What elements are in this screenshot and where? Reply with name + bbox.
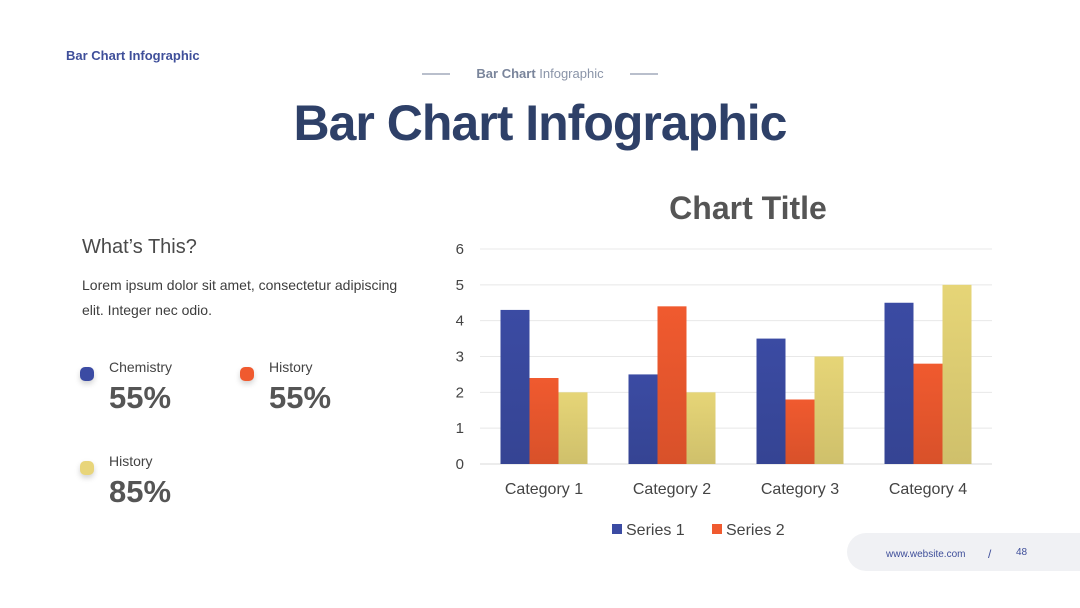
x-tick-label: Category 3 <box>761 481 839 498</box>
info-heading: What’s This? <box>82 236 197 258</box>
bar <box>686 392 716 464</box>
info-body: Lorem ipsum dolor sit amet, consectetur … <box>82 277 398 318</box>
stat-label: History <box>109 453 153 469</box>
subtitle-rest: Infographic <box>535 66 604 81</box>
bar <box>942 284 972 464</box>
stat-dot <box>80 367 94 381</box>
bar <box>657 306 687 464</box>
subtitle-rule-right <box>629 72 658 75</box>
subtitle: Bar Chart Infographic <box>0 66 1080 81</box>
bar <box>500 309 530 464</box>
bar-chart: Chart Title 0 1 2 3 4 5 6 Category 1 Category 2 Ca… <box>456 190 992 539</box>
stat-value: 55% <box>269 380 332 415</box>
bar <box>628 374 658 464</box>
bar <box>558 392 588 464</box>
chart-title: Chart Title <box>669 190 827 226</box>
legend-swatch <box>712 524 722 534</box>
bar <box>756 338 786 464</box>
stat-dot <box>80 461 94 475</box>
x-tick-label: Category 4 <box>889 481 967 498</box>
stat-label: Chemistry <box>109 359 173 375</box>
bar <box>913 363 943 464</box>
stat-dot <box>240 367 254 381</box>
page-title: Bar Chart Infographic <box>293 95 788 151</box>
footer-url[interactable]: www.website.com <box>886 549 966 560</box>
stat-value: 85% <box>109 474 172 509</box>
bar <box>884 302 914 464</box>
y-tick-label: 1 <box>456 420 464 437</box>
page-number: 48 <box>1016 547 1028 558</box>
y-tick-label: 0 <box>456 456 464 473</box>
bar <box>814 356 844 464</box>
legend-swatch <box>612 524 622 534</box>
x-tick-label: Category 2 <box>633 481 711 498</box>
x-tick-label: Category 1 <box>505 481 583 498</box>
y-tick-label: 6 <box>456 241 464 258</box>
y-tick-label: 4 <box>456 313 464 330</box>
subtitle-strong: Bar Chart <box>476 66 536 81</box>
y-tick-label: 2 <box>456 384 464 401</box>
footer-pill <box>847 533 1080 571</box>
stat-value: 55% <box>109 380 172 415</box>
stat-label: History <box>269 359 313 375</box>
legend-label: Series 1 <box>626 522 685 539</box>
bar <box>785 399 815 464</box>
subtitle-text: Bar Chart Infographic <box>476 66 603 81</box>
footer-separator: / <box>988 547 992 561</box>
y-tick-label: 3 <box>456 349 464 366</box>
subtitle-rule-left <box>422 72 451 75</box>
y-tick-label: 5 <box>456 277 464 294</box>
legend-label: Series 2 <box>726 522 785 539</box>
brand-label: Bar Chart Infographic <box>66 48 200 63</box>
bar <box>529 378 559 464</box>
